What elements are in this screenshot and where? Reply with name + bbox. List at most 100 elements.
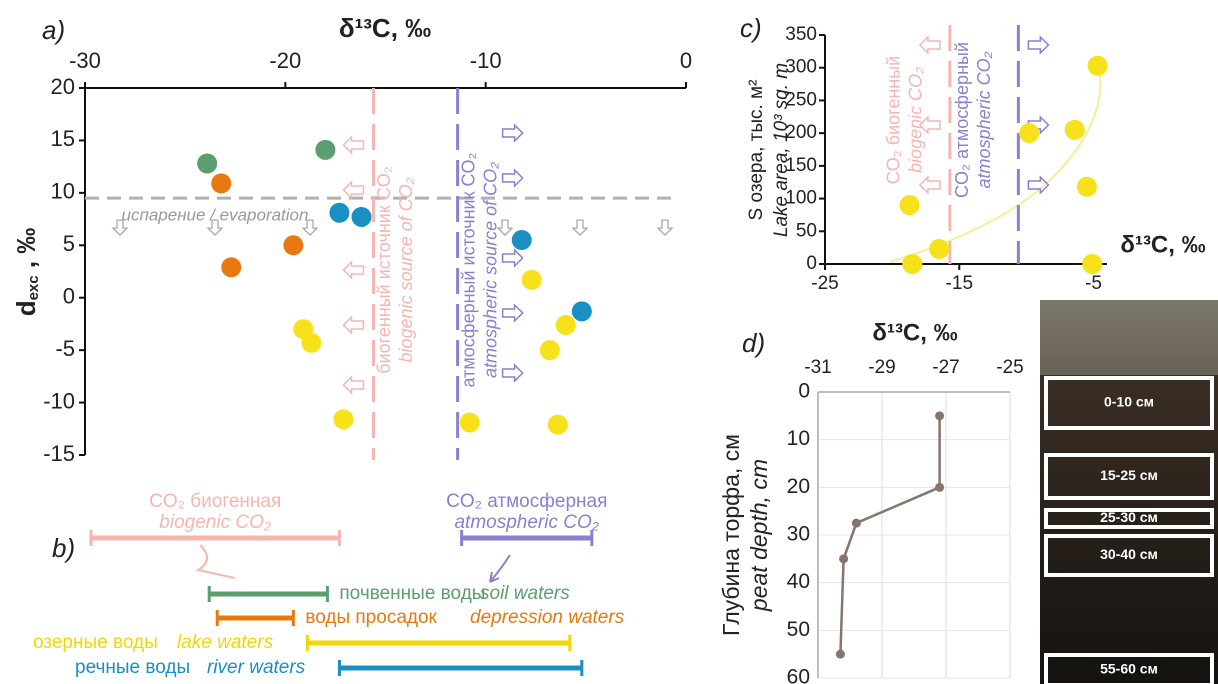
arrow [918, 35, 941, 55]
panel-label: b) [52, 533, 75, 563]
y-tick-label: 15 [51, 126, 75, 151]
data-point [1082, 254, 1103, 274]
data-point [547, 414, 568, 435]
range-label: river waters [207, 657, 306, 678]
reference-label: atmospheric CO₂ [974, 51, 994, 188]
data-point [902, 254, 923, 274]
y-tick-label: -10 [43, 388, 75, 413]
data-point [351, 206, 372, 227]
x-tick-label: 0 [680, 48, 692, 73]
data-point [851, 518, 861, 528]
arrow [501, 303, 524, 323]
data-point [459, 412, 480, 433]
layer-label: 0-10 см [1104, 394, 1154, 410]
arrow [342, 180, 365, 200]
arrow [301, 219, 319, 237]
data-point [511, 230, 532, 251]
y-label: dexc , ‰ [11, 228, 42, 317]
y-tick-label: 10 [51, 179, 75, 204]
data-point [555, 314, 576, 335]
layer-label: 15-25 см [1100, 467, 1158, 483]
y-tick-label: 250 [785, 89, 817, 110]
y-label-part: exc [25, 275, 42, 300]
range-label: atmospheric CO₂ [454, 512, 599, 533]
photo-surface [1040, 300, 1218, 375]
data-point [935, 411, 945, 421]
y-tick-label: 300 [785, 57, 817, 78]
data-point [935, 482, 945, 492]
x-label: δ¹³C, ‰ [1120, 231, 1205, 258]
layer-frame [1044, 508, 1214, 529]
evaporation-label: испарение / evaporation [122, 206, 309, 225]
arrow [206, 219, 224, 237]
reference-label: biogenic source of CO₂ [396, 177, 416, 362]
x-tick-label: -15 [946, 273, 973, 294]
range-label: почвенные воды [339, 583, 485, 604]
y-label: peat depth, cm [746, 459, 772, 612]
data-point [835, 649, 845, 659]
arrow [501, 123, 524, 143]
y-tick-label: 100 [785, 188, 817, 209]
y-tick-label: -5 [55, 336, 75, 361]
x-tick-label: -25 [996, 357, 1023, 378]
range-label: CO₂ атмосферная [446, 491, 607, 512]
range-label: depression waters [470, 607, 625, 628]
y-label-part: , ‰ [11, 228, 41, 276]
layer-frame [1044, 534, 1214, 577]
data-point [1019, 123, 1040, 144]
range-label: soil waters [480, 583, 570, 604]
data-point [1076, 176, 1097, 197]
reference-label: атмосферный источник CO₂ [458, 153, 478, 388]
y-tick-label: -15 [43, 441, 75, 466]
data-point [301, 332, 322, 353]
data-point [521, 269, 542, 290]
arrow [489, 554, 511, 583]
y-tick-label: 20 [51, 74, 75, 99]
y-tick-label: 0 [63, 284, 75, 309]
x-tick-label: -25 [811, 273, 838, 294]
arrow [195, 544, 236, 579]
y-label-part: d [11, 300, 41, 316]
arrow [501, 363, 524, 383]
x-tick-label: -29 [868, 357, 895, 378]
layer-label: 30-40 см [1100, 546, 1158, 562]
reference-label: atmospheric source of CO₂ [480, 162, 500, 378]
x-tick-label: -31 [804, 357, 831, 378]
data-point [283, 235, 304, 256]
arrow [918, 115, 941, 135]
arrow [571, 219, 589, 237]
y-label: Глубина торфа, см [718, 434, 744, 636]
y-tick-label: 0 [798, 380, 810, 403]
data-point [1087, 55, 1108, 76]
data-point [197, 153, 218, 174]
data-point [929, 238, 950, 259]
arrow [342, 315, 365, 335]
y-tick-label: 150 [785, 155, 817, 176]
y-tick-label: 60 [787, 666, 810, 684]
y-tick-label: 40 [787, 570, 810, 593]
layer-frame [1044, 653, 1214, 684]
data-point [571, 301, 592, 322]
arrow [342, 375, 365, 395]
range-label: воды просадок [305, 607, 437, 628]
trend-curve [889, 62, 1102, 263]
x-tick-label: -20 [269, 48, 301, 73]
y-tick-label: 50 [796, 220, 817, 241]
data-point [315, 139, 336, 160]
arrow [1027, 175, 1050, 195]
arrow [342, 260, 365, 280]
layer-label: 25-30 см [1100, 509, 1158, 525]
y-tick-label: 0 [806, 253, 817, 274]
range-label: речные воды [75, 657, 190, 678]
y-tick-label: 50 [787, 618, 810, 641]
y-label: Lake area, 10³ sq. m [771, 63, 792, 237]
reference-label: CO₂ биогенный [884, 56, 904, 184]
reference-label: биогенный источник CO₂ [374, 166, 394, 373]
data-point [839, 554, 849, 564]
y-tick-label: 350 [785, 24, 817, 45]
range-label: озерные воды [33, 632, 158, 653]
x-tick-label: -5 [1085, 273, 1102, 294]
data-point [221, 257, 242, 278]
x-tick-label: -10 [470, 48, 502, 73]
arrow [111, 219, 129, 237]
